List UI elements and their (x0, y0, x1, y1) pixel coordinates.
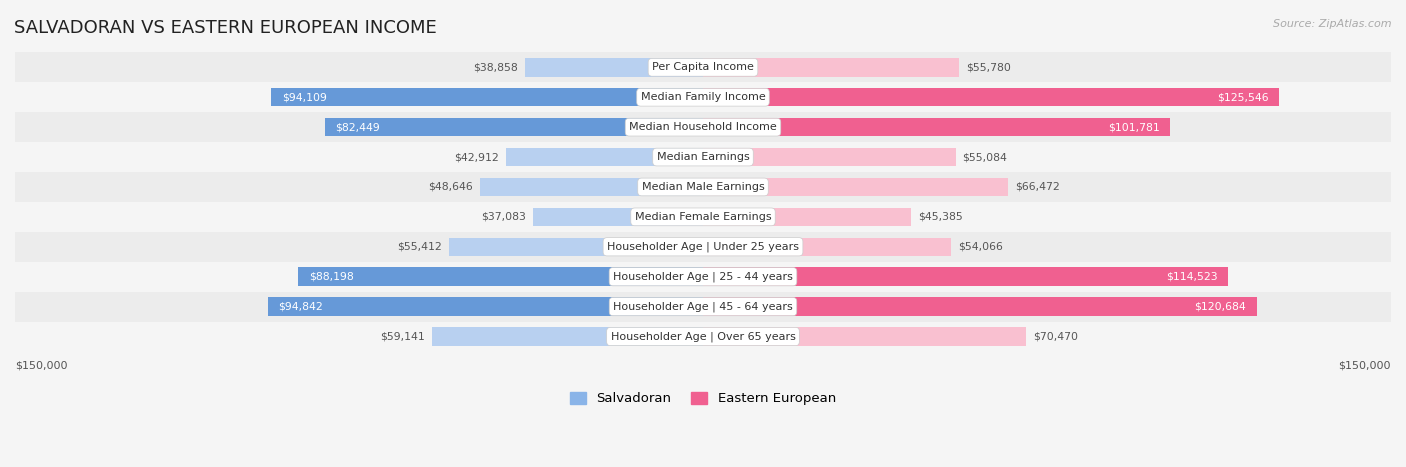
Text: $150,000: $150,000 (1339, 361, 1391, 370)
Text: $45,385: $45,385 (918, 212, 963, 222)
Text: SALVADORAN VS EASTERN EUROPEAN INCOME: SALVADORAN VS EASTERN EUROPEAN INCOME (14, 19, 437, 37)
Bar (15, 292, 1391, 322)
Text: $114,523: $114,523 (1167, 272, 1218, 282)
Bar (15, 142, 1391, 172)
Bar (269, 297, 703, 316)
Text: $94,842: $94,842 (278, 302, 323, 311)
Bar (533, 208, 703, 226)
Text: $120,684: $120,684 (1195, 302, 1246, 311)
Text: $54,066: $54,066 (957, 242, 1002, 252)
Text: Median Family Income: Median Family Income (641, 92, 765, 102)
Bar (15, 172, 1391, 202)
Text: $55,412: $55,412 (398, 242, 441, 252)
Bar (298, 268, 703, 286)
Text: Per Capita Income: Per Capita Income (652, 62, 754, 72)
Text: $48,646: $48,646 (429, 182, 472, 192)
Bar (703, 148, 956, 166)
Legend: Salvadoran, Eastern European: Salvadoran, Eastern European (565, 387, 841, 410)
Bar (15, 262, 1391, 292)
Text: $101,781: $101,781 (1108, 122, 1160, 132)
Bar (449, 238, 703, 256)
Text: Median Male Earnings: Median Male Earnings (641, 182, 765, 192)
Bar (703, 58, 959, 77)
Text: $82,449: $82,449 (335, 122, 380, 132)
Bar (703, 327, 1026, 346)
Text: Median Household Income: Median Household Income (628, 122, 778, 132)
Bar (15, 52, 1391, 82)
Bar (703, 208, 911, 226)
Text: $66,472: $66,472 (1015, 182, 1060, 192)
Bar (15, 322, 1391, 352)
Bar (15, 232, 1391, 262)
Bar (703, 88, 1279, 106)
Text: Median Female Earnings: Median Female Earnings (634, 212, 772, 222)
Text: Householder Age | 45 - 64 years: Householder Age | 45 - 64 years (613, 301, 793, 312)
Bar (15, 202, 1391, 232)
Text: $70,470: $70,470 (1033, 332, 1078, 341)
Bar (432, 327, 703, 346)
Text: $55,780: $55,780 (966, 62, 1011, 72)
Text: $88,198: $88,198 (309, 272, 353, 282)
Text: Householder Age | Under 25 years: Householder Age | Under 25 years (607, 241, 799, 252)
Bar (524, 58, 703, 77)
Text: $125,546: $125,546 (1216, 92, 1268, 102)
Bar (15, 112, 1391, 142)
Text: Source: ZipAtlas.com: Source: ZipAtlas.com (1274, 19, 1392, 28)
Text: $55,084: $55,084 (963, 152, 1008, 162)
Text: Median Earnings: Median Earnings (657, 152, 749, 162)
Bar (271, 88, 703, 106)
Text: $37,083: $37,083 (481, 212, 526, 222)
Text: $150,000: $150,000 (15, 361, 67, 370)
Bar (506, 148, 703, 166)
Bar (703, 118, 1170, 136)
Text: $94,109: $94,109 (281, 92, 326, 102)
Text: $59,141: $59,141 (380, 332, 425, 341)
Bar (325, 118, 703, 136)
Bar (703, 238, 950, 256)
Bar (703, 177, 1008, 196)
Bar (479, 177, 703, 196)
Bar (15, 82, 1391, 112)
Text: Householder Age | 25 - 44 years: Householder Age | 25 - 44 years (613, 271, 793, 282)
Text: $38,858: $38,858 (474, 62, 517, 72)
Text: $42,912: $42,912 (454, 152, 499, 162)
Text: Householder Age | Over 65 years: Householder Age | Over 65 years (610, 331, 796, 342)
Bar (703, 297, 1257, 316)
Bar (703, 268, 1229, 286)
